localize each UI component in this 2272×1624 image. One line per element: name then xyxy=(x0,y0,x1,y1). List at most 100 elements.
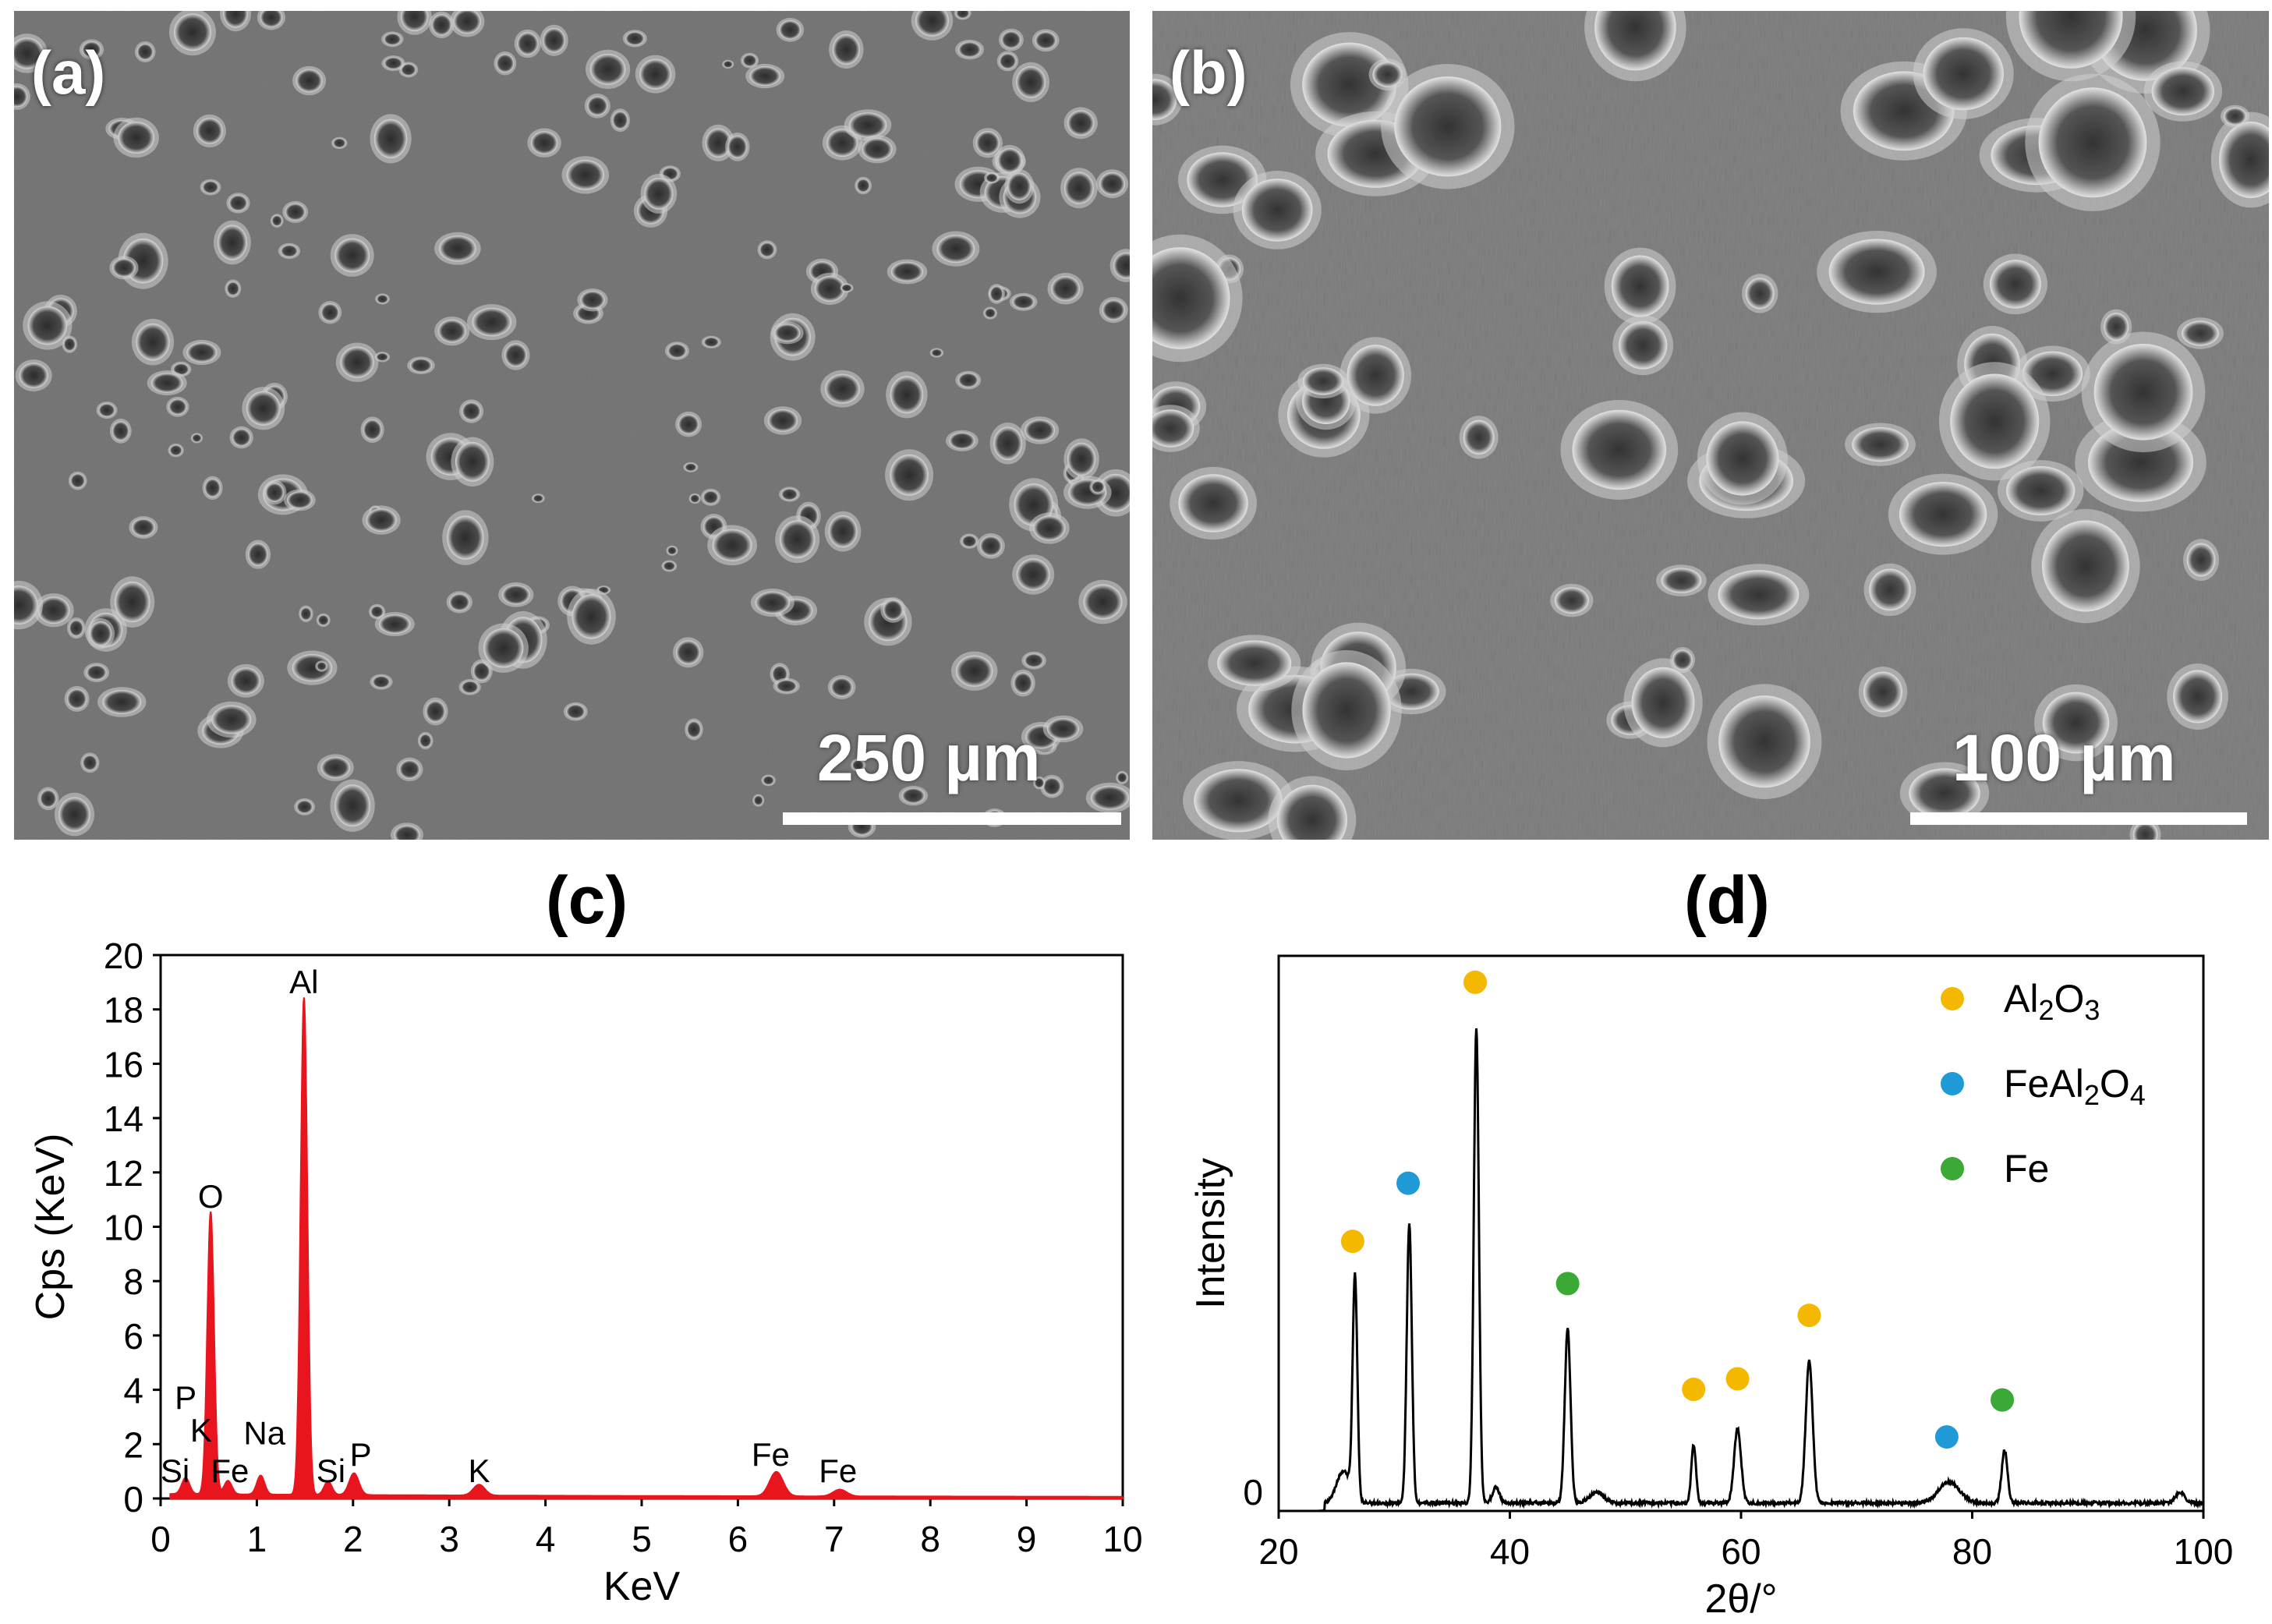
pit xyxy=(472,661,490,681)
pit xyxy=(957,373,979,388)
pit xyxy=(1852,427,1909,462)
pit xyxy=(1394,76,1502,177)
pit xyxy=(186,342,218,363)
pit xyxy=(566,160,604,190)
peak-label: K xyxy=(468,1452,490,1489)
pit xyxy=(517,32,539,55)
peak-label: Na xyxy=(243,1414,285,1451)
pit xyxy=(832,34,861,65)
plot-frame-d xyxy=(1277,954,2205,1513)
pit xyxy=(2223,107,2247,126)
pit xyxy=(763,776,774,785)
pit xyxy=(1863,671,1902,713)
pit xyxy=(169,444,182,456)
pit xyxy=(1051,276,1081,302)
pit xyxy=(334,784,371,827)
pit xyxy=(69,619,84,637)
sem-micrograph-b xyxy=(1152,11,2269,840)
pit xyxy=(705,128,731,158)
pit xyxy=(936,235,975,264)
pit xyxy=(316,661,327,671)
pit xyxy=(1025,419,1056,442)
pit xyxy=(1745,278,1775,310)
pit xyxy=(997,147,1022,173)
pit xyxy=(14,37,44,69)
pit xyxy=(572,594,611,639)
phase-marker-feal2o4 xyxy=(1934,1425,1959,1449)
phase-marker-al2o3 xyxy=(1725,1367,1750,1391)
pit xyxy=(727,135,748,159)
pit xyxy=(712,529,752,561)
panel-label-c: (c) xyxy=(546,863,628,938)
pit xyxy=(63,337,76,352)
pit xyxy=(1302,42,1397,127)
legend-marker-fe xyxy=(1941,1157,1964,1180)
y-axis-label-d: Intensity xyxy=(1188,1158,1233,1309)
pit xyxy=(285,203,306,221)
scale-label-b: 100 µm xyxy=(1952,721,2176,794)
pit xyxy=(530,131,558,155)
legend-label-fe: Fe xyxy=(2004,1147,2049,1191)
pit xyxy=(431,14,452,36)
pit xyxy=(851,759,865,771)
pit xyxy=(248,543,268,567)
pit xyxy=(1113,252,1130,279)
pit xyxy=(742,54,757,67)
pit xyxy=(114,581,150,623)
pit xyxy=(723,60,733,68)
pit xyxy=(986,173,998,183)
pit xyxy=(1063,172,1094,204)
pit xyxy=(2182,320,2219,346)
pit xyxy=(483,628,524,668)
pit xyxy=(1178,474,1248,532)
panel-label-b: (b) xyxy=(1170,38,1247,107)
pit xyxy=(111,421,129,441)
pit xyxy=(14,86,28,108)
pit xyxy=(340,346,374,378)
pit xyxy=(384,33,402,46)
pit xyxy=(1007,172,1032,200)
sem-micrograph-a xyxy=(14,11,1130,840)
pit xyxy=(384,57,403,70)
ytick-label-c: 12 xyxy=(104,1153,143,1194)
xtick-label-c: 3 xyxy=(439,1519,459,1559)
pit xyxy=(226,281,240,296)
pit xyxy=(1152,247,1230,349)
pit xyxy=(132,518,155,537)
pit xyxy=(296,69,323,93)
pit xyxy=(830,678,853,697)
ytick-label-c: 18 xyxy=(104,990,143,1031)
pit xyxy=(1718,695,1810,788)
pit xyxy=(202,180,219,194)
pit xyxy=(1302,367,1343,395)
pit xyxy=(667,546,678,555)
pit xyxy=(102,690,142,714)
pit xyxy=(2132,822,2158,840)
pit xyxy=(848,112,887,138)
pit xyxy=(775,679,798,693)
pit xyxy=(989,285,1003,303)
scale-bar-b xyxy=(1910,812,2247,825)
pit xyxy=(398,759,420,779)
pit xyxy=(1152,79,1177,120)
pit xyxy=(774,324,801,342)
pit xyxy=(625,31,645,46)
ytick-label-c: 10 xyxy=(104,1208,143,1248)
pit xyxy=(1194,769,1283,833)
phase-marker-feal2o4 xyxy=(1396,1171,1421,1195)
pit xyxy=(378,614,411,634)
pit xyxy=(984,308,996,318)
peak-label: O xyxy=(198,1178,224,1215)
pit xyxy=(828,515,858,548)
pit xyxy=(1672,649,1693,670)
pit xyxy=(376,352,389,362)
legend-label-al2o3: Al2O3 xyxy=(2004,977,2100,1026)
pit xyxy=(425,700,446,723)
pit xyxy=(14,586,38,624)
pit xyxy=(686,720,702,738)
pit xyxy=(82,754,98,771)
pit xyxy=(915,11,949,37)
pit xyxy=(228,194,248,211)
pit xyxy=(366,508,397,532)
pit xyxy=(1372,62,1403,87)
